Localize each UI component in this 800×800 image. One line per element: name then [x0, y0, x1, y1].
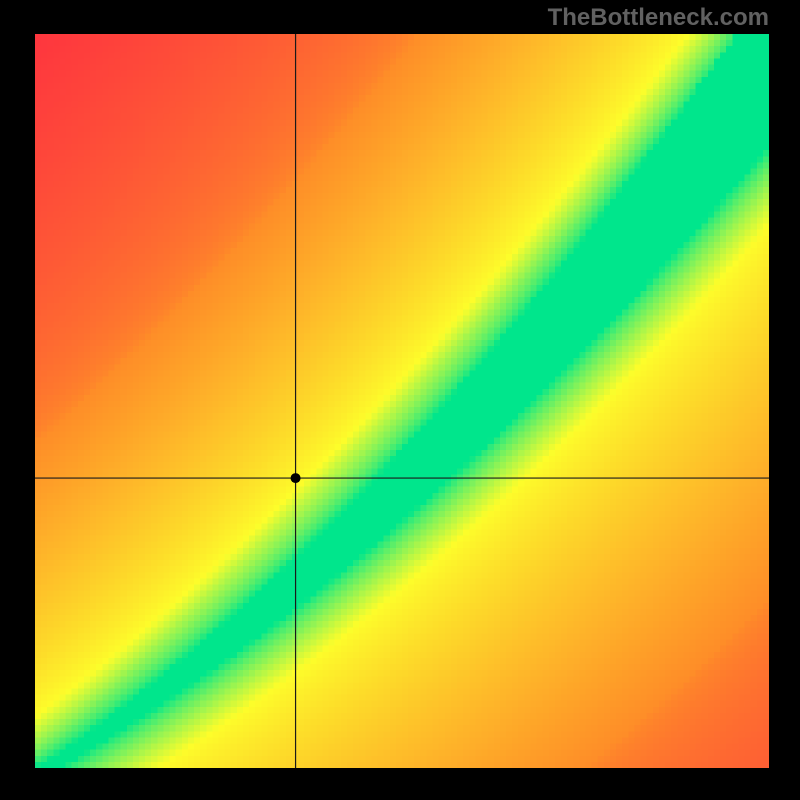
- watermark-text: TheBottleneck.com: [548, 4, 769, 32]
- chart-container: TheBottleneck.com: [0, 0, 800, 800]
- bottleneck-heatmap: [35, 34, 769, 768]
